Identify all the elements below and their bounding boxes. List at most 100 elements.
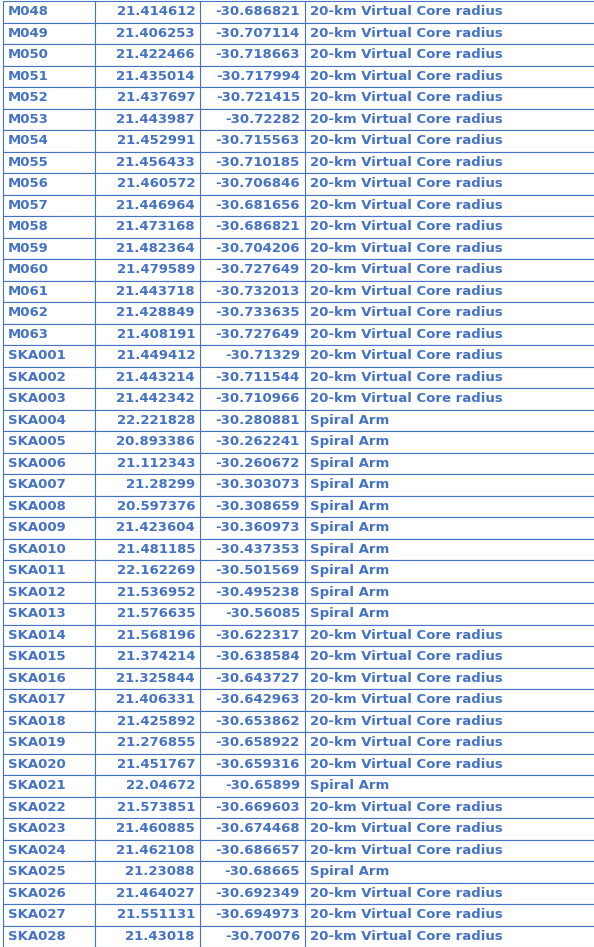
Text: 20-km Virtual Core radius: 20-km Virtual Core radius bbox=[310, 70, 503, 82]
Bar bbox=[3, 366, 594, 388]
Text: 21.460885: 21.460885 bbox=[116, 822, 195, 835]
Text: -30.65899: -30.65899 bbox=[225, 779, 300, 793]
Text: M053: M053 bbox=[8, 113, 49, 126]
Text: 21.442342: 21.442342 bbox=[116, 392, 195, 405]
Text: 20-km Virtual Core radius: 20-km Virtual Core radius bbox=[310, 6, 503, 18]
Text: Spiral Arm: Spiral Arm bbox=[310, 607, 389, 620]
Text: SKA008: SKA008 bbox=[8, 500, 66, 512]
Text: 20.597376: 20.597376 bbox=[116, 500, 195, 512]
Text: SKA023: SKA023 bbox=[8, 822, 66, 835]
Bar bbox=[3, 23, 594, 44]
Bar bbox=[3, 925, 594, 947]
Text: Spiral Arm: Spiral Arm bbox=[310, 866, 389, 878]
Text: SKA007: SKA007 bbox=[8, 478, 66, 491]
Text: 20-km Virtual Core radius: 20-km Virtual Core radius bbox=[310, 822, 503, 835]
Text: -30.70076: -30.70076 bbox=[225, 930, 300, 943]
Text: 20-km Virtual Core radius: 20-km Virtual Core radius bbox=[310, 48, 503, 62]
Text: 21.536952: 21.536952 bbox=[116, 586, 195, 599]
Text: M058: M058 bbox=[8, 221, 49, 233]
Text: -30.56085: -30.56085 bbox=[225, 607, 300, 620]
Text: Spiral Arm: Spiral Arm bbox=[310, 500, 389, 512]
Text: M050: M050 bbox=[8, 48, 49, 62]
Text: Spiral Arm: Spiral Arm bbox=[310, 779, 389, 793]
Text: 20-km Virtual Core radius: 20-km Virtual Core radius bbox=[310, 349, 503, 363]
Text: SKA006: SKA006 bbox=[8, 456, 66, 470]
Text: 21.23088: 21.23088 bbox=[125, 866, 195, 878]
Text: SKA013: SKA013 bbox=[8, 607, 66, 620]
Text: -30.733635: -30.733635 bbox=[216, 306, 300, 319]
Bar bbox=[3, 152, 594, 173]
Text: M048: M048 bbox=[8, 6, 49, 18]
Bar bbox=[3, 409, 594, 431]
Bar bbox=[3, 280, 594, 302]
Text: -30.681656: -30.681656 bbox=[216, 199, 300, 212]
Text: -30.622317: -30.622317 bbox=[216, 629, 300, 642]
Text: 22.162269: 22.162269 bbox=[116, 564, 195, 578]
Bar bbox=[3, 259, 594, 280]
Text: SKA018: SKA018 bbox=[8, 715, 66, 727]
Text: 21.462108: 21.462108 bbox=[116, 844, 195, 857]
Text: M063: M063 bbox=[8, 328, 49, 341]
Text: 21.568196: 21.568196 bbox=[116, 629, 195, 642]
Text: M059: M059 bbox=[8, 241, 49, 255]
Text: 20-km Virtual Core radius: 20-km Virtual Core radius bbox=[310, 199, 503, 212]
Text: SKA022: SKA022 bbox=[8, 801, 65, 813]
Bar bbox=[3, 775, 594, 796]
Text: M061: M061 bbox=[8, 285, 49, 297]
Text: -30.704206: -30.704206 bbox=[216, 241, 300, 255]
Text: -30.437353: -30.437353 bbox=[216, 543, 300, 556]
Text: SKA004: SKA004 bbox=[8, 414, 66, 427]
Text: 21.443718: 21.443718 bbox=[116, 285, 195, 297]
Text: 21.479589: 21.479589 bbox=[116, 263, 195, 277]
Text: SKA025: SKA025 bbox=[8, 866, 65, 878]
Text: SKA028: SKA028 bbox=[8, 930, 66, 943]
Text: 20-km Virtual Core radius: 20-km Virtual Core radius bbox=[310, 651, 503, 663]
Text: SKA003: SKA003 bbox=[8, 392, 66, 405]
Text: 20-km Virtual Core radius: 20-km Virtual Core radius bbox=[310, 671, 503, 685]
Text: 21.414612: 21.414612 bbox=[116, 6, 195, 18]
Text: -30.68665: -30.68665 bbox=[225, 866, 300, 878]
Bar bbox=[3, 668, 594, 689]
Text: M054: M054 bbox=[8, 134, 49, 147]
Text: SKA020: SKA020 bbox=[8, 758, 66, 771]
Text: SKA011: SKA011 bbox=[8, 564, 65, 578]
Text: 20-km Virtual Core radius: 20-km Virtual Core radius bbox=[310, 285, 503, 297]
Text: 20-km Virtual Core radius: 20-km Virtual Core radius bbox=[310, 715, 503, 727]
Text: 20-km Virtual Core radius: 20-km Virtual Core radius bbox=[310, 801, 503, 813]
Text: -30.710966: -30.710966 bbox=[216, 392, 300, 405]
Text: Spiral Arm: Spiral Arm bbox=[310, 478, 389, 491]
Text: 21.406331: 21.406331 bbox=[116, 693, 195, 706]
Bar bbox=[3, 818, 594, 839]
Text: SKA001: SKA001 bbox=[8, 349, 66, 363]
Text: -30.686821: -30.686821 bbox=[216, 6, 300, 18]
Bar bbox=[3, 796, 594, 818]
Text: -30.643727: -30.643727 bbox=[216, 671, 300, 685]
Text: -30.721415: -30.721415 bbox=[216, 91, 300, 104]
Text: M057: M057 bbox=[8, 199, 49, 212]
Text: SKA027: SKA027 bbox=[8, 908, 65, 921]
Bar bbox=[3, 861, 594, 883]
Bar bbox=[3, 109, 594, 130]
Text: Spiral Arm: Spiral Arm bbox=[310, 436, 389, 448]
Text: 20.893386: 20.893386 bbox=[116, 436, 195, 448]
Bar bbox=[3, 646, 594, 668]
Text: 21.437697: 21.437697 bbox=[116, 91, 195, 104]
Bar bbox=[3, 238, 594, 259]
Text: -30.710185: -30.710185 bbox=[216, 155, 300, 169]
Text: M062: M062 bbox=[8, 306, 49, 319]
Text: 20-km Virtual Core radius: 20-km Virtual Core radius bbox=[310, 113, 503, 126]
Text: -30.686821: -30.686821 bbox=[216, 221, 300, 233]
Bar bbox=[3, 453, 594, 474]
Text: SKA019: SKA019 bbox=[8, 736, 65, 749]
Bar bbox=[3, 65, 594, 87]
Text: 20-km Virtual Core radius: 20-km Virtual Core radius bbox=[310, 221, 503, 233]
Text: -30.260672: -30.260672 bbox=[216, 456, 300, 470]
Text: -30.707114: -30.707114 bbox=[216, 27, 300, 40]
Text: M056: M056 bbox=[8, 177, 49, 190]
Text: 20-km Virtual Core radius: 20-km Virtual Core radius bbox=[310, 908, 503, 921]
Text: SKA021: SKA021 bbox=[8, 779, 65, 793]
Text: -30.280881: -30.280881 bbox=[216, 414, 300, 427]
Text: -30.715563: -30.715563 bbox=[216, 134, 300, 147]
Text: 21.425892: 21.425892 bbox=[116, 715, 195, 727]
Text: -30.711544: -30.711544 bbox=[216, 370, 300, 384]
